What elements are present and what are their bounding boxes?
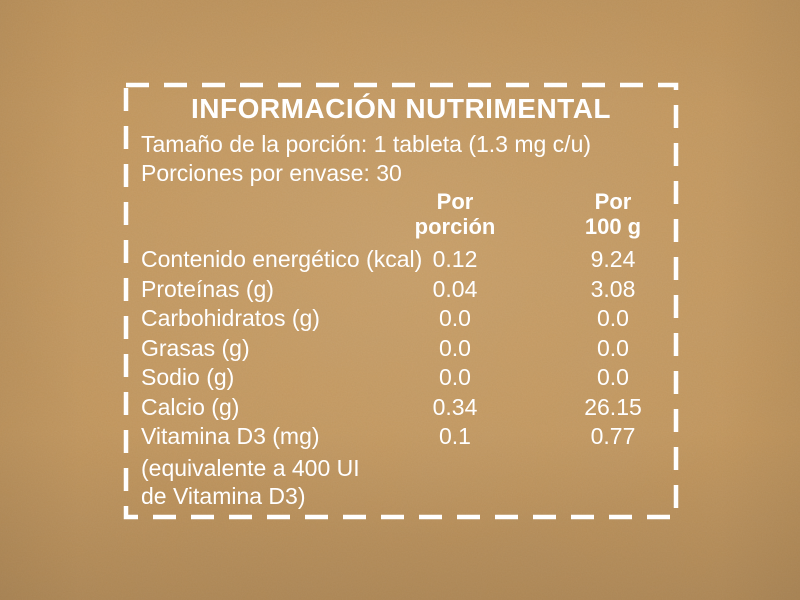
- table-row-sodio: Sodio (g) 0.0 0.0: [141, 364, 673, 394]
- table-row-calcio: Calcio (g) 0.34 26.15: [141, 394, 673, 424]
- per-serving-value: 0.12: [432, 246, 478, 272]
- per-serving-value: 0.1: [439, 423, 471, 449]
- column-header-per-serving: Por porción: [414, 189, 496, 239]
- serving-size-line: Tamaño de la porción: 1 tableta (1.3 mg …: [141, 131, 592, 157]
- vitamin-d3-equivalence-line-2: de Vitamina D3): [141, 483, 306, 509]
- table-header-row: Por porción Por 100 g: [141, 189, 673, 239]
- table-row-grasas: Grasas (g) 0.0 0.0: [141, 335, 673, 365]
- table-row-proteinas: Proteínas (g) 0.04 3.08: [141, 276, 673, 306]
- per-100g-value: 26.15: [584, 393, 642, 420]
- nutrient-name: Contenido energético (kcal): [141, 246, 423, 272]
- per-100g-value: 9.24: [590, 246, 636, 272]
- per-100g-value: 0.0: [597, 364, 629, 390]
- per-100g-value: 0.77: [590, 423, 636, 449]
- per-serving-value: 0.0: [439, 305, 471, 331]
- dashed-border: [123, 82, 679, 520]
- nutrient-table-body: Contenido energético (kcal) 0.12 9.24 Pr…: [141, 246, 673, 453]
- per-100g-value: 0.0: [597, 305, 629, 331]
- nutrient-name: Grasas (g): [141, 334, 250, 361]
- nutrient-name: Sodio (g): [141, 364, 235, 390]
- per-serving-value: 0.0: [439, 334, 471, 361]
- nutrition-label-panel: INFORMACIÓN NUTRIMENTAL Tamaño de la por…: [123, 82, 679, 520]
- nutrient-name: Carbohidratos (g): [141, 305, 320, 331]
- table-row-carbohidratos: Carbohidratos (g) 0.0 0.0: [141, 305, 673, 335]
- servings-per-container-line: Porciones por envase: 30: [141, 160, 402, 186]
- nutrient-name: Vitamina D3 (mg): [141, 423, 320, 449]
- table-row-vitamina-d3: Vitamina D3 (mg) 0.1 0.77: [141, 423, 673, 453]
- per-serving-value: 0.0: [439, 364, 471, 390]
- per-100g-value: 3.08: [590, 275, 636, 302]
- nutrient-name: Calcio (g): [141, 393, 240, 420]
- nutrient-name: Proteínas (g): [141, 275, 274, 302]
- per-serving-value: 0.34: [432, 393, 478, 420]
- label-title: INFORMACIÓN NUTRIMENTAL: [190, 93, 612, 124]
- per-100g-value: 0.0: [597, 334, 629, 361]
- column-header-per-100g: Por 100 g: [584, 189, 642, 239]
- table-row-contenido-energetico: Contenido energético (kcal) 0.12 9.24: [141, 246, 673, 276]
- vitamin-d3-equivalence-line-1: (equivalente a 400 UI: [141, 455, 360, 481]
- per-serving-value: 0.04: [432, 275, 478, 302]
